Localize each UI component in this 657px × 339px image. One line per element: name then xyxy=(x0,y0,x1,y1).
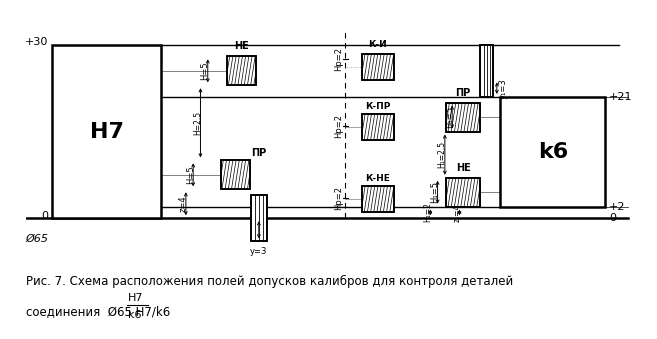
Text: К-ПР: К-ПР xyxy=(365,102,390,111)
Text: НЕ: НЕ xyxy=(234,41,249,51)
Text: H₁=2: H₁=2 xyxy=(423,202,432,222)
Text: 0: 0 xyxy=(41,212,48,221)
Text: +30: +30 xyxy=(25,37,48,47)
Text: Hp=2: Hp=2 xyxy=(334,186,344,210)
Text: H₁=5: H₁=5 xyxy=(430,181,440,203)
Text: H₁=5: H₁=5 xyxy=(445,106,454,128)
Text: ПР: ПР xyxy=(252,147,267,158)
Bar xyxy=(362,54,394,80)
Bar xyxy=(250,195,267,241)
Bar xyxy=(446,103,480,132)
Text: Рис. 7. Схема расположения полей допусков калибров для контроля деталей: Рис. 7. Схема расположения полей допуско… xyxy=(26,275,514,288)
Bar xyxy=(221,160,250,189)
Bar xyxy=(362,186,394,213)
Text: H=5: H=5 xyxy=(200,62,210,80)
Text: y=3: y=3 xyxy=(250,247,267,256)
Text: +21: +21 xyxy=(609,92,633,102)
Text: соединения  Ø65 H7/k6: соединения Ø65 H7/k6 xyxy=(26,305,171,318)
Bar xyxy=(227,56,256,85)
Text: H=5: H=5 xyxy=(186,165,195,184)
Text: К-НЕ: К-НЕ xyxy=(365,174,390,183)
Text: H=2,5: H=2,5 xyxy=(193,111,202,135)
Bar xyxy=(227,56,256,85)
Bar xyxy=(362,114,394,140)
Text: H₁=2,5: H₁=2,5 xyxy=(438,141,447,168)
Text: H7: H7 xyxy=(128,294,144,303)
Bar xyxy=(480,45,493,97)
Text: Hp=2: Hp=2 xyxy=(334,47,344,71)
Text: +2: +2 xyxy=(609,202,625,212)
Bar xyxy=(221,160,250,189)
Bar xyxy=(362,186,394,213)
Text: Ø65: Ø65 xyxy=(25,234,48,243)
Text: z=4: z=4 xyxy=(179,196,188,212)
Text: 0: 0 xyxy=(609,213,616,223)
Bar xyxy=(362,114,394,140)
Text: k6: k6 xyxy=(128,311,142,320)
Bar xyxy=(446,178,480,207)
Text: H7: H7 xyxy=(89,121,124,141)
Text: Hp=2: Hp=2 xyxy=(334,114,344,138)
Text: y₁=3: y₁=3 xyxy=(499,78,508,99)
Bar xyxy=(446,178,480,207)
Bar xyxy=(362,54,394,80)
Bar xyxy=(446,103,480,132)
Text: z₁=4: z₁=4 xyxy=(452,203,461,222)
Text: ПР: ПР xyxy=(455,88,470,98)
Bar xyxy=(52,45,161,218)
Bar xyxy=(250,195,267,241)
Bar xyxy=(480,45,493,97)
Text: НЕ: НЕ xyxy=(456,163,470,173)
Text: k6: k6 xyxy=(538,142,568,162)
Text: К-И: К-И xyxy=(369,40,387,49)
Bar xyxy=(501,97,605,207)
